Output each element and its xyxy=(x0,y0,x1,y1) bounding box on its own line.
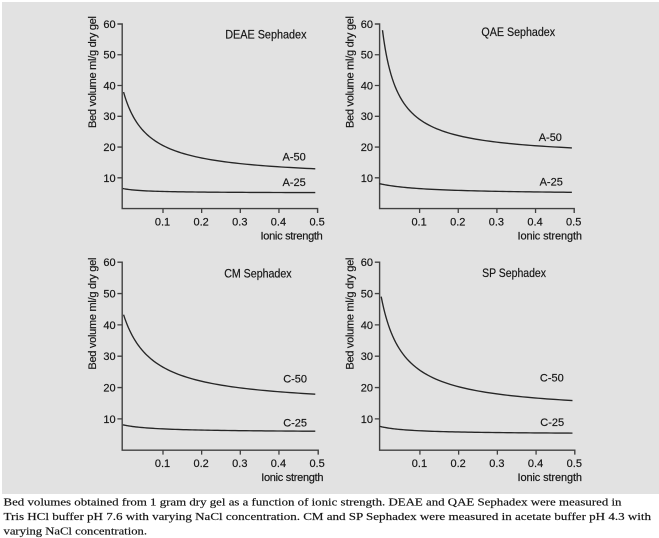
svg-text:varying NaCl concentration.: varying NaCl concentration. xyxy=(4,526,148,538)
svg-text:40: 40 xyxy=(103,320,115,332)
svg-text:60: 60 xyxy=(103,19,115,31)
svg-text:C-50: C-50 xyxy=(283,373,307,385)
svg-text:30: 30 xyxy=(361,111,373,123)
svg-text:Tris HCl buffer pH 7.6 with va: Tris HCl buffer pH 7.6 with varying NaCl… xyxy=(4,511,652,523)
svg-text:30: 30 xyxy=(103,351,115,363)
svg-text:QAE Sephadex: QAE Sephadex xyxy=(481,25,555,39)
svg-text:60: 60 xyxy=(361,19,373,31)
svg-text:0.3: 0.3 xyxy=(489,458,504,470)
svg-text:50: 50 xyxy=(103,50,115,62)
svg-text:20: 20 xyxy=(361,382,373,394)
svg-text:0.3: 0.3 xyxy=(232,216,247,228)
svg-text:20: 20 xyxy=(103,142,115,154)
svg-text:0.2: 0.2 xyxy=(194,458,209,470)
svg-text:0.3: 0.3 xyxy=(489,216,504,228)
svg-text:0.5: 0.5 xyxy=(309,458,324,470)
svg-text:Ionic strength: Ionic strength xyxy=(261,231,323,243)
svg-text:0.2: 0.2 xyxy=(450,216,465,228)
svg-text:0.1: 0.1 xyxy=(155,216,170,228)
svg-text:0.1: 0.1 xyxy=(155,458,170,470)
svg-text:40: 40 xyxy=(361,80,373,92)
svg-text:A-50: A-50 xyxy=(539,132,562,144)
svg-text:Bed volume ml/g dry gel: Bed volume ml/g dry gel xyxy=(344,258,356,370)
svg-text:DEAE Sephadex: DEAE Sephadex xyxy=(225,27,307,41)
svg-text:40: 40 xyxy=(103,80,115,92)
svg-text:0.5: 0.5 xyxy=(567,458,582,470)
svg-text:50: 50 xyxy=(361,289,373,301)
svg-text:0.2: 0.2 xyxy=(450,458,465,470)
svg-text:SP Sephadex: SP Sephadex xyxy=(482,266,547,280)
svg-text:0.5: 0.5 xyxy=(566,216,581,228)
svg-text:30: 30 xyxy=(361,351,373,363)
svg-text:0.1: 0.1 xyxy=(411,216,426,228)
svg-text:10: 10 xyxy=(361,173,373,185)
svg-text:C-25: C-25 xyxy=(540,417,564,429)
svg-text:Bed volume ml/g dry gel: Bed volume ml/g dry gel xyxy=(87,16,99,128)
svg-text:Bed volume ml/g dry gel: Bed volume ml/g dry gel xyxy=(344,16,356,128)
svg-text:20: 20 xyxy=(103,382,115,394)
svg-text:A-25: A-25 xyxy=(540,176,563,188)
svg-text:A-25: A-25 xyxy=(283,177,306,189)
svg-text:40: 40 xyxy=(361,320,373,332)
svg-text:0.3: 0.3 xyxy=(232,458,247,470)
svg-text:CM Sephadex: CM Sephadex xyxy=(224,267,292,281)
svg-text:10: 10 xyxy=(103,414,115,426)
svg-text:0.4: 0.4 xyxy=(271,458,286,470)
svg-text:Bed volume ml/g dry gel: Bed volume ml/g dry gel xyxy=(87,258,99,370)
svg-text:30: 30 xyxy=(103,111,115,123)
svg-text:20: 20 xyxy=(361,142,373,154)
svg-text:A-50: A-50 xyxy=(283,151,306,163)
svg-text:50: 50 xyxy=(103,289,115,301)
svg-text:0.2: 0.2 xyxy=(194,216,209,228)
svg-text:Ionic strength: Ionic strength xyxy=(518,231,583,243)
svg-text:Ionic strength: Ionic strength xyxy=(518,472,583,484)
svg-text:0.1: 0.1 xyxy=(412,458,427,470)
svg-text:0.4: 0.4 xyxy=(271,216,286,228)
svg-text:60: 60 xyxy=(103,257,115,269)
svg-text:50: 50 xyxy=(361,50,373,62)
svg-text:10: 10 xyxy=(361,414,373,426)
svg-text:Bed volumes obtained from 1 gr: Bed volumes obtained from 1 gram dry gel… xyxy=(4,497,623,509)
svg-text:0.5: 0.5 xyxy=(309,216,324,228)
svg-text:10: 10 xyxy=(103,173,115,185)
svg-text:0.4: 0.4 xyxy=(527,216,542,228)
svg-text:0.4: 0.4 xyxy=(528,458,543,470)
svg-text:60: 60 xyxy=(361,257,373,269)
svg-text:C-50: C-50 xyxy=(540,372,564,384)
svg-text:C-25: C-25 xyxy=(283,418,307,430)
svg-text:Ionic strength: Ionic strength xyxy=(261,472,323,484)
